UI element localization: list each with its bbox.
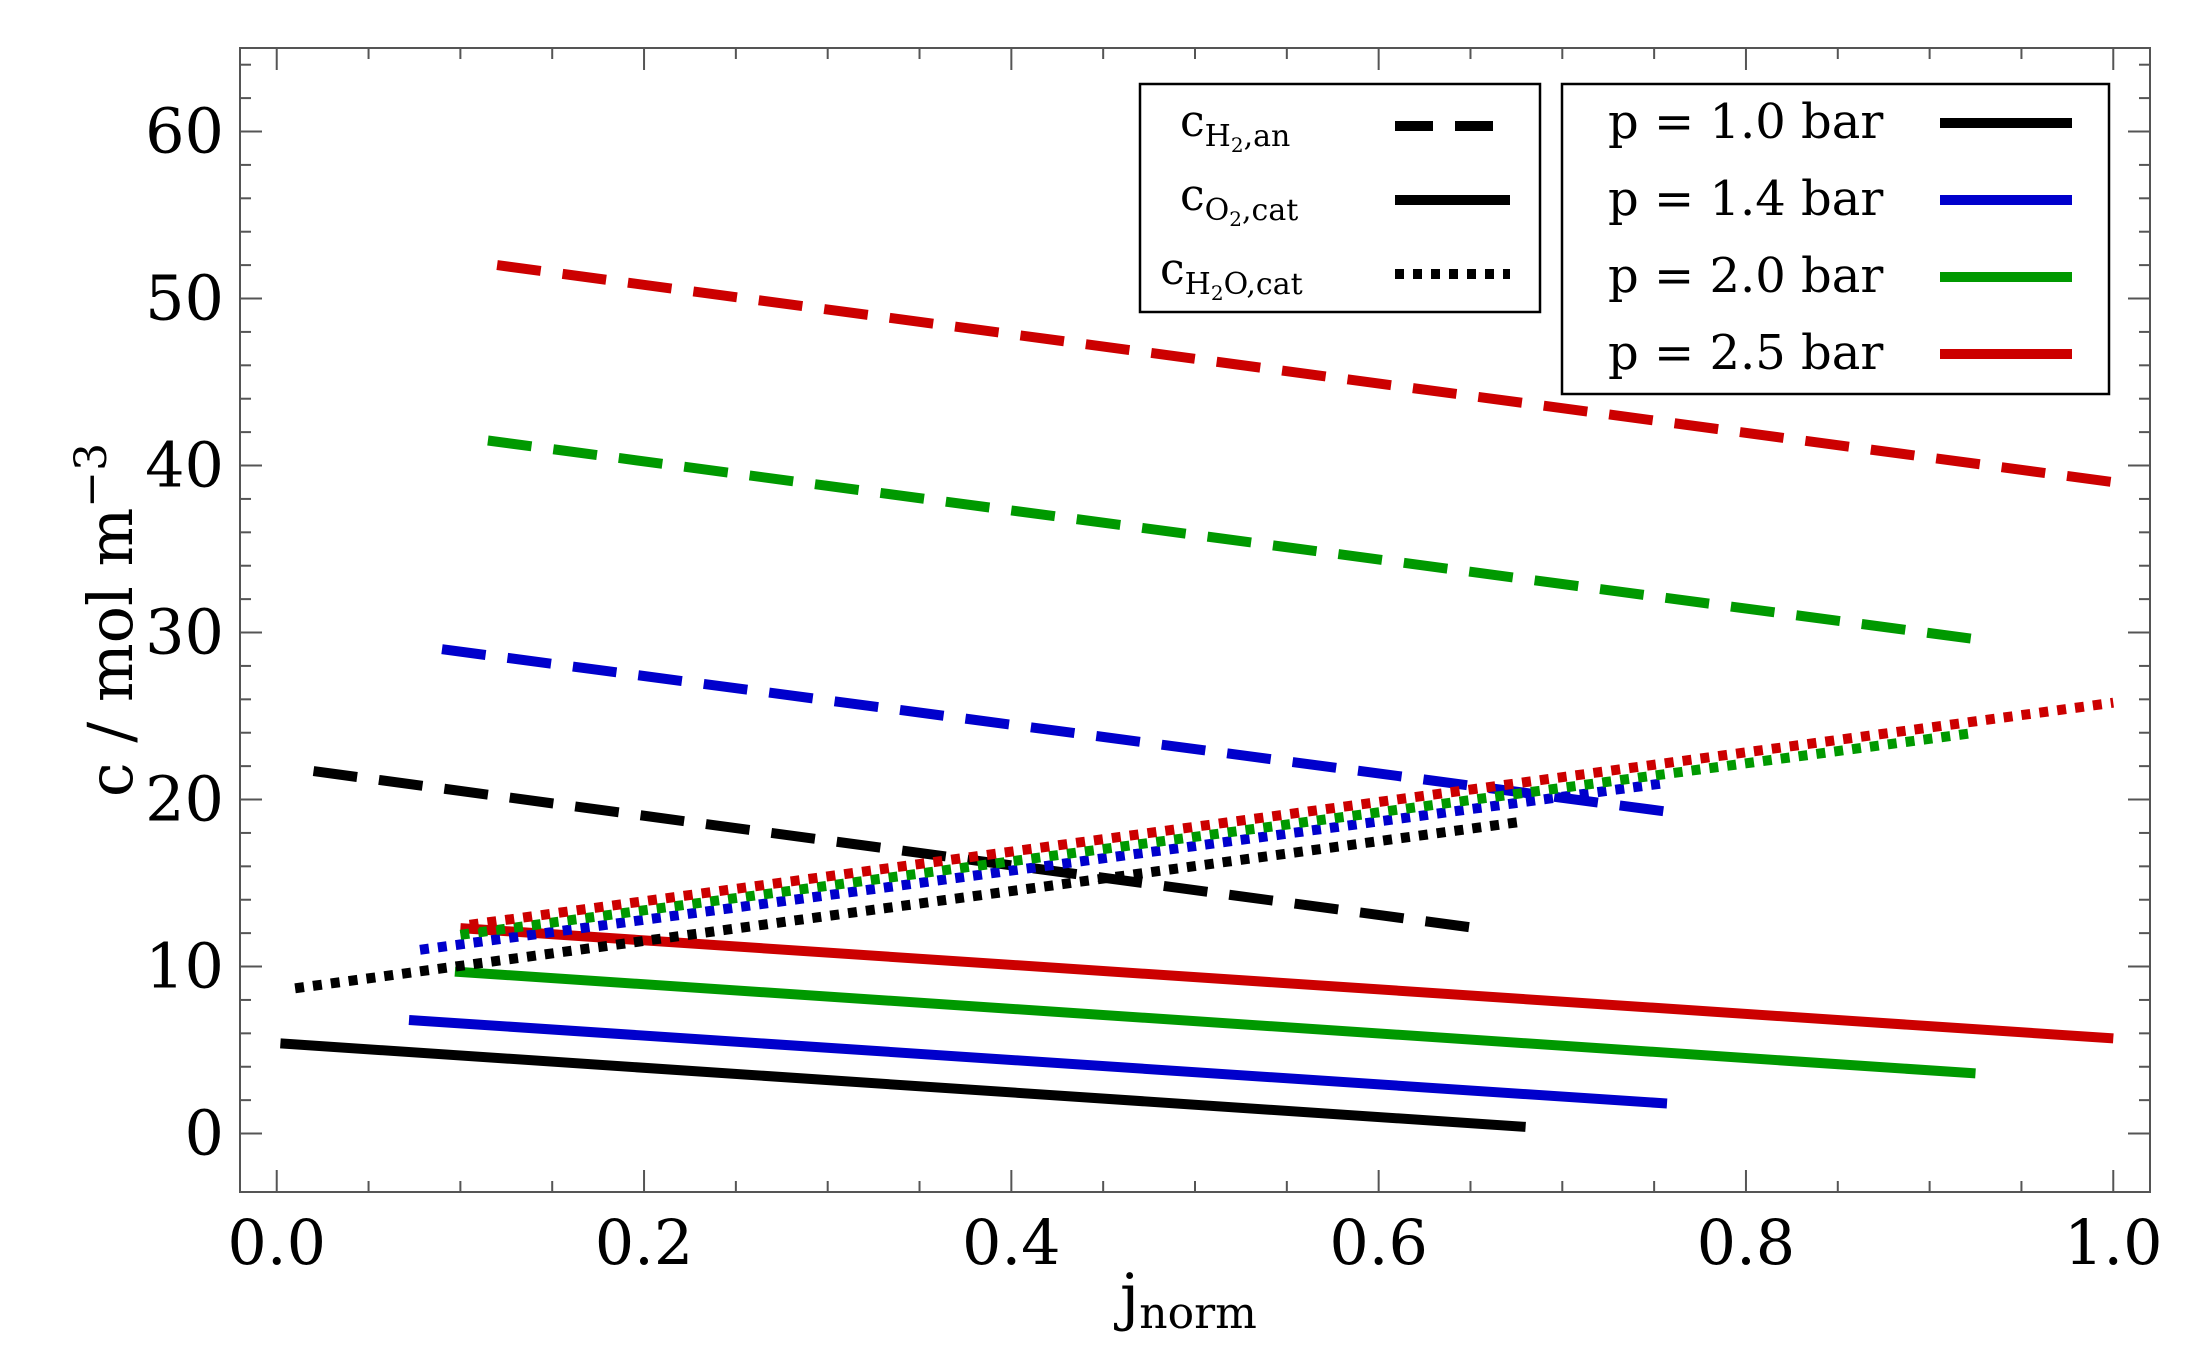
style-legend-label-c: c: [1180, 96, 1205, 147]
y-tick-label: 60: [145, 95, 224, 168]
x-tick-label: 0.0: [227, 1206, 326, 1279]
style-legend-label-sub: H: [1205, 119, 1231, 154]
pressure-legend-label: p = 2.0 bar: [1608, 248, 1883, 304]
series-line: [419, 777, 1668, 955]
series-line: [294, 816, 1527, 994]
y-axis-title: c / mol m−3: [66, 443, 147, 797]
pressure-legend-label: p = 1.4 bar: [1608, 171, 1883, 227]
x-tick-label: 0.6: [1329, 1206, 1428, 1279]
y-tick-label: 50: [145, 262, 224, 335]
y-axis-title-sup: −3: [66, 443, 117, 508]
x-tick-label: 0.4: [962, 1206, 1061, 1279]
style-legend-label-subsub: 2: [1211, 281, 1224, 305]
series-line: [460, 923, 2114, 1044]
style-legend-label-tail: O,cat: [1224, 267, 1303, 302]
x-tick-labels: 0.0 0.2 0.4 0.6 0.8 1.0: [227, 1206, 2162, 1279]
series-line: [280, 1038, 1526, 1132]
series-line: [441, 644, 1664, 817]
y-axis-title-main: c / mol m: [74, 508, 147, 797]
style-legend-label-c: c: [1160, 244, 1185, 295]
x-tick-label: 0.8: [1697, 1206, 1796, 1279]
y-tick-label: 40: [145, 429, 224, 502]
style-legend-label-tail: ,cat: [1242, 193, 1298, 228]
x-tick-label: 0.2: [595, 1206, 694, 1279]
series-line: [496, 260, 2114, 488]
y-tick-labels: 0 10 20 30 40 50 60: [145, 95, 224, 1170]
y-tick-label: 30: [145, 596, 224, 669]
pressure-legend-label: p = 2.5 bar: [1608, 325, 1883, 381]
series-line: [408, 1015, 1668, 1109]
style-legend-label: cO2,cat: [1180, 170, 1298, 231]
pressure-legend-label: p = 1.0 bar: [1608, 94, 1883, 150]
style-legend-label: cH2,an: [1180, 96, 1290, 157]
x-axis-title-sub: norm: [1139, 1288, 1257, 1339]
series-line: [454, 966, 1976, 1079]
style-legend-label-subsub: 2: [1231, 133, 1244, 157]
y-tick-label: 10: [145, 930, 224, 1003]
style-legend-label: cH2O,cat: [1160, 244, 1303, 305]
style-legend-label-sub: H: [1185, 267, 1211, 302]
pressure-legend-frame: [1560, 82, 2111, 396]
series-line: [487, 435, 1977, 645]
style-legend-label-c: c: [1180, 170, 1205, 221]
x-tick-label: 1.0: [2064, 1206, 2163, 1279]
y-tick-label: 20: [145, 763, 224, 836]
style-legend-label-tail: ,an: [1244, 119, 1291, 154]
series-line: [459, 727, 1977, 940]
style-legend-label-subsub: 2: [1229, 207, 1242, 231]
ticks-layer: [240, 48, 2150, 1192]
y-tick-label: 0: [185, 1097, 224, 1170]
series-line: [468, 697, 2114, 930]
style-legend-label-sub: O: [1205, 193, 1230, 228]
pressure-legend: p = 1.0 bar p = 1.4 bar p = 2.0 bar p = 2.5…: [1560, 82, 2111, 396]
series-layer: [280, 260, 2114, 1132]
